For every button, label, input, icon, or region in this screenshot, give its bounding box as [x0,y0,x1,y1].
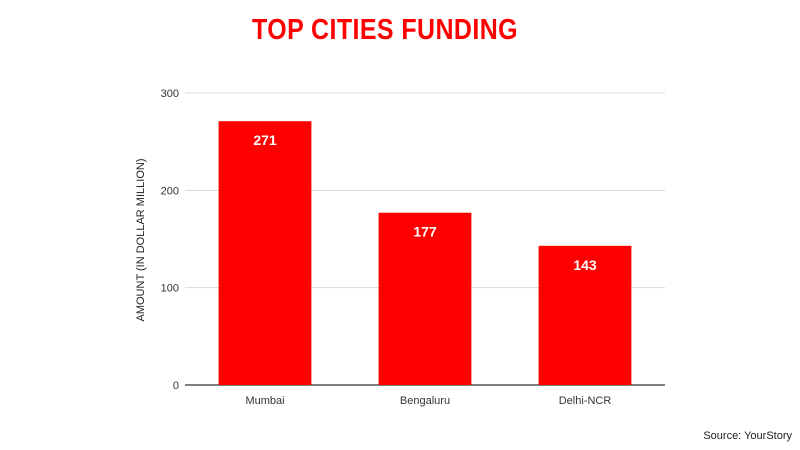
bar-delhi-ncr [538,245,632,385]
y-tick-label: 100 [161,283,179,295]
x-tick-label: Delhi-NCR [559,395,612,407]
bar-bengaluru [378,212,472,385]
y-tick-label: 200 [161,185,179,197]
labels: 0 100 200 300 271 Mumbai 177 Bengaluru 143 Delhi-… [161,88,612,407]
x-tick-label: Mumbai [245,395,284,407]
bar-mumbai [218,121,312,385]
data-label: 177 [413,224,437,240]
data-label: 271 [253,132,277,148]
source-note: Source: YourStory [703,430,792,442]
y-axis-title: AMOUNT (IN DOLLAR MILLION) [135,159,147,322]
y-tick-label: 300 [161,88,179,100]
y-tick-label: 0 [173,380,179,392]
x-tick-label: Bengaluru [400,395,450,407]
bars [218,121,632,385]
chart-title: TOP CITIES FUNDING [252,14,518,46]
data-label: 143 [573,257,597,273]
